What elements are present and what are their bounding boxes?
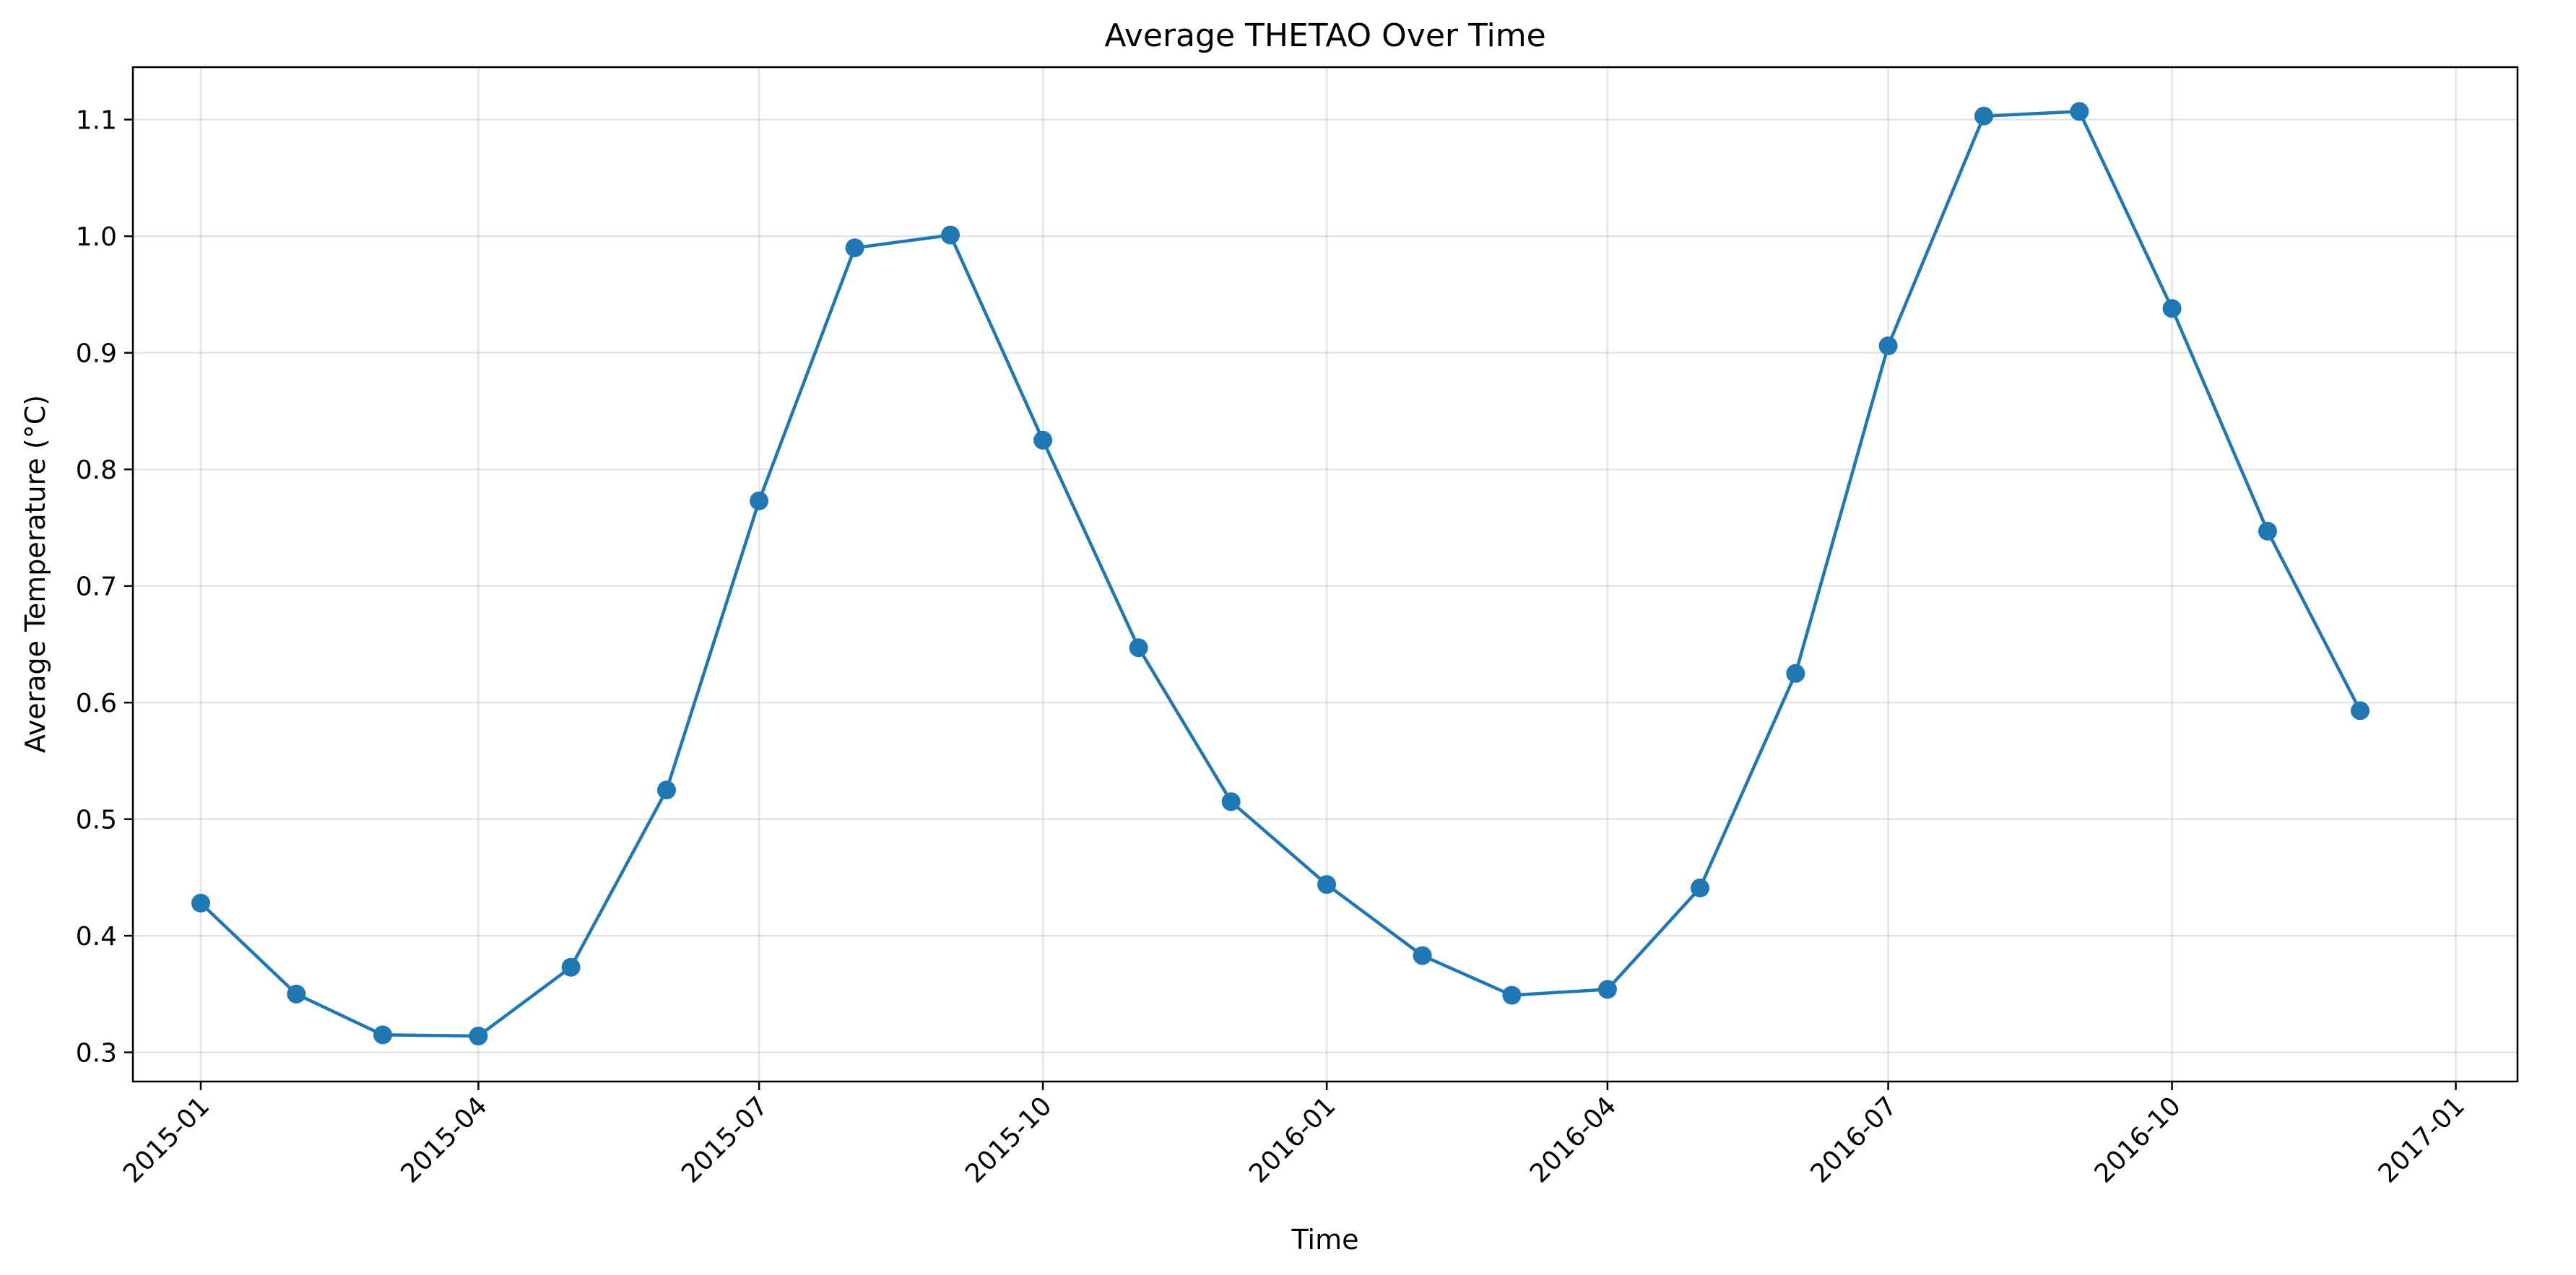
x-tick-label: 2015-01 <box>118 1091 215 1188</box>
data-point <box>1033 430 1053 450</box>
data-point <box>657 780 676 800</box>
plot-area-frame <box>131 66 2519 1083</box>
y-tick-label: 0.6 <box>76 689 117 718</box>
data-point <box>1691 878 1709 897</box>
data-point <box>1878 336 1898 355</box>
data-point <box>845 238 864 258</box>
x-tick-label: 2016-04 <box>1525 1091 1622 1188</box>
x-axis-label: Time <box>1291 1224 1359 1256</box>
data-point <box>1221 792 1241 811</box>
data-point <box>287 984 306 1004</box>
data-point <box>1413 946 1432 965</box>
x-tick-label: 2015-10 <box>960 1091 1057 1188</box>
y-axis: 0.3 0.4 0.5 0.6 0.7 0.8 0.9 1.0 1.1 <box>76 106 133 1069</box>
data-point <box>2070 102 2089 121</box>
data-point <box>1786 663 1805 683</box>
data-point <box>1974 106 1993 126</box>
series-layer <box>191 102 2370 1045</box>
x-tick-label: 2015-07 <box>676 1091 773 1188</box>
y-tick-label: 0.9 <box>76 339 117 369</box>
y-tick-label: 1.1 <box>76 106 117 136</box>
data-point <box>1597 980 1617 999</box>
data-point <box>2162 299 2182 318</box>
y-tick-label: 0.3 <box>76 1039 117 1069</box>
data-point <box>561 957 581 977</box>
data-point <box>469 1027 488 1045</box>
x-tick-label: 2017-01 <box>2373 1091 2471 1188</box>
chart-title: Average THETAO Over Time <box>1104 17 1545 54</box>
y-tick-label: 0.5 <box>76 806 117 835</box>
y-axis-label: Average Temperature (°C) <box>19 395 51 753</box>
data-point <box>2258 521 2277 541</box>
x-tick-label: 2016-01 <box>1244 1091 1341 1188</box>
data-point <box>750 491 769 510</box>
data-point <box>191 893 210 913</box>
data-point <box>373 1025 392 1045</box>
data-point <box>941 225 960 245</box>
y-tick-label: 0.7 <box>76 573 117 602</box>
grid <box>133 67 2518 1082</box>
x-tick-label: 2016-10 <box>2089 1091 2187 1188</box>
x-tick-label: 2015-04 <box>395 1091 493 1188</box>
data-point <box>1129 638 1148 658</box>
y-tick-label: 0.4 <box>76 922 117 952</box>
y-tick-label: 1.0 <box>76 222 117 252</box>
data-point <box>1317 875 1337 895</box>
data-point <box>2351 701 2370 721</box>
series-line-0 <box>199 110 2362 1038</box>
x-tick-label: 2016-07 <box>1805 1091 1903 1188</box>
data-point <box>1502 985 1522 1005</box>
y-tick-label: 0.8 <box>76 456 117 485</box>
x-axis: 2015-01 2015-04 2015-07 2015-10 2016-01 2016-… <box>118 1082 2471 1189</box>
